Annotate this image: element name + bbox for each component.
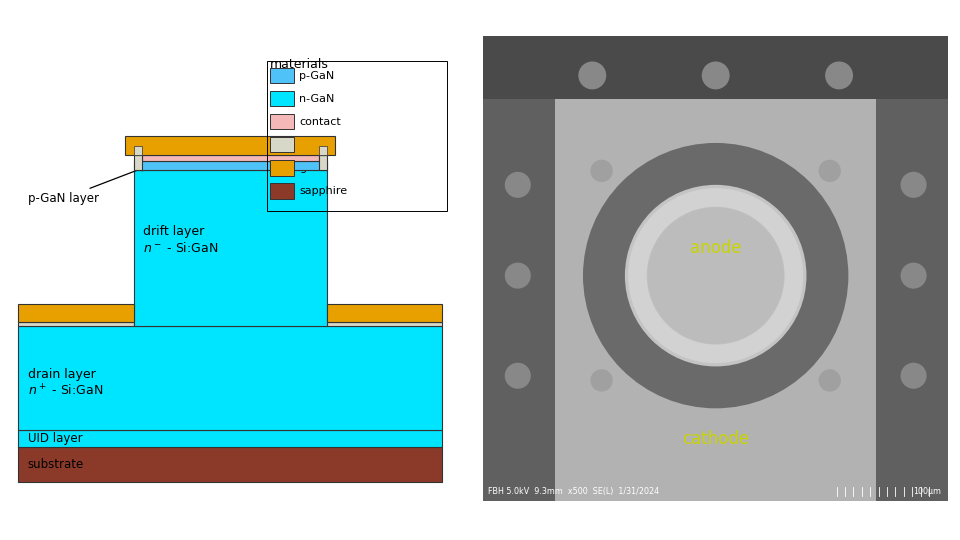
Bar — [319, 156, 327, 170]
Text: FBH 5.0kV  9.3mm  x500  SE(L)  1/31/2024: FBH 5.0kV 9.3mm x500 SE(L) 1/31/2024 — [488, 487, 659, 496]
Bar — [133, 161, 327, 170]
Circle shape — [647, 207, 784, 345]
Bar — [555, 99, 876, 502]
Text: materials: materials — [270, 58, 328, 71]
Bar — [270, 114, 294, 130]
Bar — [133, 146, 142, 156]
Bar — [327, 322, 443, 326]
Circle shape — [900, 363, 926, 389]
Circle shape — [590, 369, 612, 392]
Text: n-GaN: n-GaN — [300, 94, 334, 104]
Bar — [133, 156, 142, 170]
Circle shape — [505, 172, 531, 198]
Bar — [133, 170, 327, 326]
Circle shape — [702, 62, 730, 90]
Bar — [267, 61, 447, 211]
Bar — [18, 448, 443, 482]
Text: sapphire: sapphire — [300, 186, 348, 196]
Text: p-GaN layer: p-GaN layer — [28, 166, 146, 205]
Bar — [18, 430, 443, 448]
Bar — [319, 146, 327, 156]
Bar — [18, 326, 443, 430]
Text: cathode: cathode — [683, 430, 749, 448]
Text: 100μm: 100μm — [914, 487, 942, 496]
Circle shape — [505, 363, 531, 389]
Bar — [876, 99, 948, 502]
Text: UID layer: UID layer — [28, 432, 83, 445]
Circle shape — [819, 160, 841, 182]
Circle shape — [625, 185, 806, 367]
Bar — [270, 68, 294, 83]
Bar — [327, 304, 443, 322]
Circle shape — [590, 160, 612, 182]
Circle shape — [578, 62, 607, 90]
Bar — [270, 184, 294, 199]
Circle shape — [583, 143, 849, 408]
Text: substrate: substrate — [28, 458, 84, 471]
Text: contact: contact — [300, 117, 341, 127]
Bar — [270, 137, 294, 152]
Text: drift layer
$n^-$ - Si:GaN: drift layer $n^-$ - Si:GaN — [143, 225, 218, 255]
Text: drain layer
$n^+$ - Si:GaN: drain layer $n^+$ - Si:GaN — [28, 368, 103, 399]
Bar — [142, 156, 319, 161]
Circle shape — [628, 188, 804, 363]
Bar — [18, 304, 133, 322]
Circle shape — [505, 262, 531, 289]
Circle shape — [900, 172, 926, 198]
Text: SiNₓ: SiNₓ — [300, 140, 323, 150]
Text: p-GaN: p-GaN — [300, 71, 334, 81]
Bar — [270, 160, 294, 176]
Bar — [483, 99, 555, 502]
Text: gold: gold — [300, 163, 324, 173]
Bar — [483, 36, 948, 99]
Circle shape — [825, 62, 853, 90]
Circle shape — [648, 208, 783, 343]
Circle shape — [819, 369, 841, 392]
Bar — [270, 91, 294, 106]
Text: anode: anode — [690, 239, 741, 256]
Circle shape — [900, 262, 926, 289]
Bar — [126, 136, 335, 156]
Bar — [18, 322, 133, 326]
